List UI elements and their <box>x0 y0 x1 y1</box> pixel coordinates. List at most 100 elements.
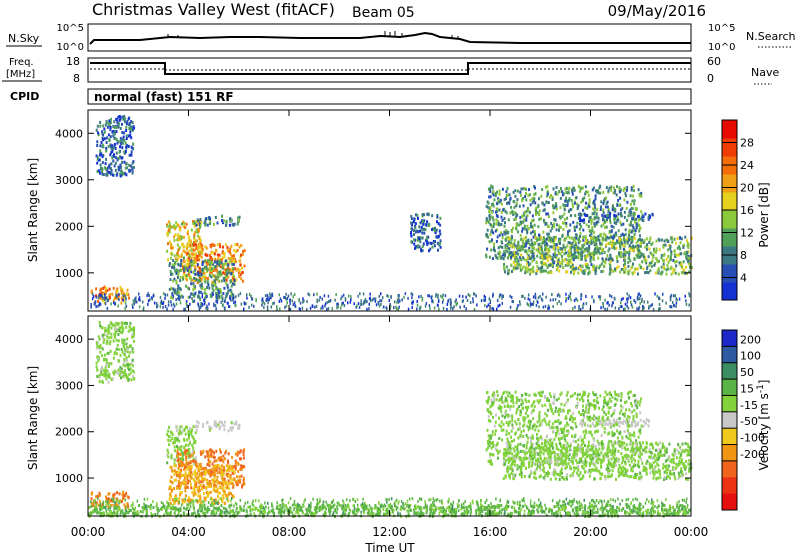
heatmap-cell <box>100 287 102 291</box>
heatmap-cell <box>241 266 244 270</box>
heatmap-cell <box>595 265 598 269</box>
heatmap-cell <box>119 285 122 289</box>
heatmap-cell <box>435 235 438 239</box>
heatmap-cell <box>529 301 532 305</box>
heatmap-cell <box>615 255 618 259</box>
heatmap-cell <box>224 420 226 424</box>
heatmap-cell <box>114 503 117 507</box>
heatmap-cell <box>222 252 225 256</box>
power-colorbar-label: Power [dB] <box>757 182 771 247</box>
heatmap-cell <box>626 304 628 308</box>
heatmap-cell <box>544 247 547 251</box>
heatmap-cell <box>501 218 504 222</box>
heatmap-cell <box>525 228 528 232</box>
heatmap-cell <box>519 265 522 269</box>
heatmap-cell <box>242 456 245 460</box>
heatmap-cell <box>124 166 127 170</box>
heatmap-cell <box>682 270 685 274</box>
heatmap-cell <box>127 293 130 296</box>
heatmap-cell <box>214 265 217 268</box>
heatmap-cell <box>490 228 493 232</box>
heatmap-cell <box>101 347 104 351</box>
heatmap-cell <box>611 304 613 308</box>
heatmap-cell <box>118 118 121 122</box>
heatmap-cell <box>548 236 551 240</box>
heatmap-cell <box>199 296 201 300</box>
heatmap-cell <box>283 296 285 299</box>
heatmap-cell <box>531 219 533 223</box>
heatmap-cell <box>549 263 552 267</box>
heatmap-cell <box>190 429 193 433</box>
heatmap-cell <box>243 482 246 486</box>
heatmap-cell <box>209 271 212 275</box>
heatmap-cell <box>554 250 557 254</box>
heatmap-cell <box>168 230 171 234</box>
heatmap-cell <box>100 325 103 329</box>
heatmap-cell <box>535 272 538 276</box>
heatmap-cell <box>186 264 189 268</box>
heatmap-cell <box>516 260 519 264</box>
heatmap-cell <box>227 289 230 293</box>
heatmap-cell <box>419 221 422 225</box>
heatmap-cell <box>565 186 568 190</box>
heatmap-cell <box>219 265 222 269</box>
heatmap-cell <box>223 428 226 432</box>
heatmap-cell <box>286 297 289 300</box>
heatmap-cell <box>576 251 579 255</box>
heatmap-cell <box>515 215 518 219</box>
heatmap-cell <box>172 441 175 445</box>
heatmap-cell <box>128 354 130 358</box>
heatmap-cell <box>123 160 126 164</box>
heatmap-cell <box>122 138 125 142</box>
heatmap-cell <box>211 286 214 290</box>
heatmap-cell <box>220 294 223 298</box>
heatmap-cell <box>602 405 605 409</box>
heatmap-cell <box>590 252 593 256</box>
heatmap-cell <box>267 301 269 305</box>
colorbar-tick-label: 12 <box>740 227 754 240</box>
heatmap-cell <box>217 423 220 427</box>
heatmap-cell <box>96 170 99 173</box>
y-tick-label: 1000 <box>55 267 83 280</box>
heatmap-cell <box>500 425 503 429</box>
heatmap-cell <box>240 302 243 306</box>
heatmap-cell <box>119 370 122 374</box>
heatmap-cell <box>573 417 576 421</box>
heatmap-cell <box>171 498 174 502</box>
heatmap-cell <box>133 332 136 336</box>
heatmap-cell <box>636 307 638 311</box>
heatmap-cell <box>619 254 622 258</box>
heatmap-cell <box>604 261 607 265</box>
heatmap-cell <box>119 115 122 119</box>
heatmap-cell <box>573 249 576 253</box>
heatmap-cell <box>189 471 192 475</box>
heatmap-cell <box>106 339 109 343</box>
heatmap-cell <box>213 469 216 473</box>
heatmap-cell <box>507 218 510 222</box>
heatmap-cell <box>222 469 225 473</box>
heatmap-cell <box>672 301 674 304</box>
heatmap-cell <box>110 322 113 326</box>
heatmap-cell <box>103 127 106 131</box>
heatmap-cell <box>113 120 116 124</box>
heatmap-cell <box>175 298 177 302</box>
heatmap-cell <box>637 214 640 218</box>
heatmap-cell <box>155 302 158 305</box>
heatmap-cell <box>676 298 678 302</box>
heatmap-cell <box>104 329 106 333</box>
heatmap-cell <box>166 293 169 297</box>
heatmap-cell <box>577 184 580 188</box>
heatmap-cell <box>200 501 203 505</box>
heatmap-cell <box>536 420 539 424</box>
heatmap-cell <box>127 378 130 382</box>
heatmap-cell <box>188 287 191 291</box>
heatmap-cell <box>595 239 598 243</box>
heatmap-cell <box>112 339 115 343</box>
heatmap-cell <box>559 241 561 245</box>
heatmap-cell <box>121 331 123 335</box>
heatmap-cell <box>188 259 191 263</box>
heatmap-cell <box>181 243 184 247</box>
heatmap-cell <box>164 293 167 297</box>
heatmap-cell <box>126 337 129 341</box>
heatmap-cell <box>90 497 93 501</box>
